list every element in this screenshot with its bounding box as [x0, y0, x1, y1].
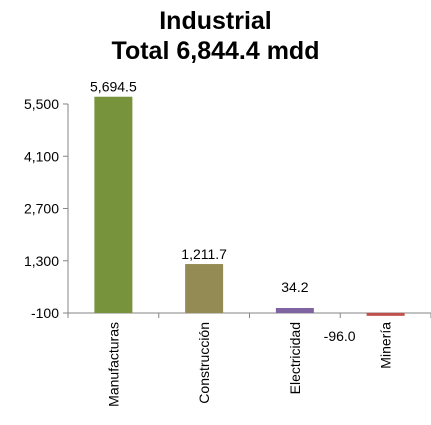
bar: [94, 96, 133, 313]
category-label: Construcción: [196, 322, 212, 404]
bar: [275, 307, 314, 313]
bars: [94, 96, 405, 316]
data-label: 34.2: [281, 279, 308, 295]
data-label: 5,694.5: [90, 79, 137, 95]
y-tick-label: 4,100: [24, 148, 59, 164]
y-tick-label: -100: [31, 305, 59, 321]
category-labels: Manufacturas Construcción Electricidad Mine…: [105, 322, 393, 407]
bar: [185, 264, 224, 313]
y-axis: -100 1,300 2,700 4,100 5,500: [24, 96, 69, 321]
y-tick-label: 1,300: [24, 253, 59, 269]
category-label: Minería: [378, 322, 394, 369]
category-label: Electricidad: [287, 322, 303, 394]
y-tick-label: 5,500: [24, 96, 59, 112]
chart-title-line: Industrial: [159, 7, 272, 35]
data-labels: 5,694.5 1,211.7 34.2 -96.0: [90, 79, 356, 344]
data-label: -96.0: [324, 328, 356, 344]
chart-title: Industrial Total 6,844.4 mdd: [0, 6, 431, 66]
data-label: 1,211.7: [181, 246, 227, 262]
y-tick-label: 2,700: [24, 201, 59, 217]
chart-subtitle-line: Total 6,844.4 mdd: [111, 37, 320, 65]
category-label: Manufacturas: [105, 322, 121, 407]
bar: [366, 312, 405, 316]
